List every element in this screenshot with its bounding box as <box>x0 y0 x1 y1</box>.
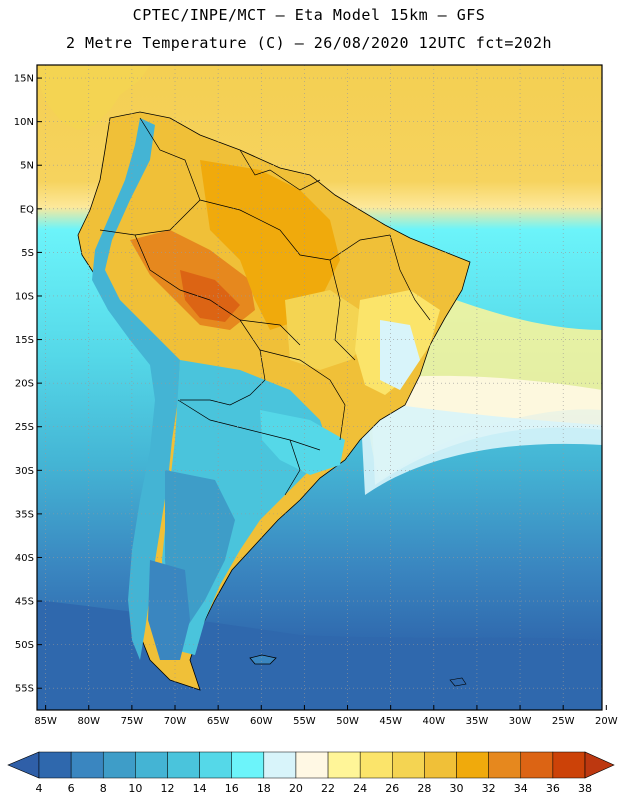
colorbar-swatch <box>392 751 425 779</box>
colorbar-label: 30 <box>450 782 464 795</box>
lat-label: 15N <box>14 74 34 85</box>
colorbar-swatch <box>70 751 104 779</box>
lat-label: 10S <box>15 291 34 302</box>
colorbar-swatch <box>295 751 329 779</box>
map-title-line2: 2 Metre Temperature (C) – 26/08/2020 12U… <box>65 34 553 52</box>
map-title-line1: CPTEC/INPE/MCT – Eta Model 15km – GFS <box>132 6 486 24</box>
colorbar-label: 28 <box>417 782 431 795</box>
map-field <box>37 65 602 710</box>
colorbar-label: 20 <box>289 782 303 795</box>
brazil-central-plateau <box>285 290 370 370</box>
lon-label: 35W <box>466 716 489 727</box>
colorbar-label: 34 <box>514 782 528 795</box>
lon-label: 25W <box>552 716 575 727</box>
lon-label: 20W <box>595 716 618 727</box>
lat-label: 45S <box>15 597 34 608</box>
lon-label: 65W <box>207 716 230 727</box>
lon-label: 80W <box>77 716 100 727</box>
colorbar-label: 16 <box>225 782 239 795</box>
patagonia-coldest <box>148 560 190 660</box>
colorbar-swatch <box>102 751 136 779</box>
colorbar-label: 12 <box>160 782 174 795</box>
map-axes: 15N 10N 5N EQ 5S 10S 15S 20S 25S 30S 35S 40S 45S 50S 5… <box>14 74 618 727</box>
colorbar-swatch <box>135 751 168 779</box>
lat-label: 30S <box>15 466 34 477</box>
lat-label: 55S <box>15 684 34 695</box>
lon-label: 45W <box>379 716 402 727</box>
lat-label: 40S <box>15 553 34 564</box>
colorbar-label: 8 <box>100 782 107 795</box>
colorbar-swatch <box>456 751 489 779</box>
lat-label: 25S <box>15 422 34 433</box>
colorbar-swatch <box>199 751 232 779</box>
lat-label: 10N <box>14 117 34 128</box>
la-plata-basin <box>260 410 345 475</box>
colorbar-under-arrow <box>7 751 40 779</box>
lat-label: 50S <box>15 640 34 651</box>
country-borders <box>99 117 431 496</box>
map-frame <box>36 64 603 711</box>
colorbar-label: 4 <box>36 782 43 795</box>
lon-label: 50W <box>336 716 359 727</box>
lon-label: 75W <box>121 716 144 727</box>
colorbar-swatch <box>38 751 72 779</box>
atlantic-cool-band <box>360 400 602 495</box>
lat-label: EQ <box>20 204 34 215</box>
lon-label: 85W <box>34 716 57 727</box>
lon-label: 40W <box>422 716 445 727</box>
colorbar-swatch <box>488 751 522 779</box>
colorbar-label: 22 <box>321 782 335 795</box>
colorbar: 4 6 8 10 12 14 16 18 20 22 24 26 28 30 32 34 36 38 <box>7 751 615 795</box>
lat-label: 20S <box>15 379 34 390</box>
colorbar-swatch <box>327 751 361 779</box>
colorbar-label: 38 <box>578 782 592 795</box>
lat-label: 35S <box>15 509 34 520</box>
lon-label: 60W <box>250 716 273 727</box>
lon-label: 70W <box>164 716 187 727</box>
colorbar-swatch <box>520 751 554 779</box>
south-georgia <box>449 677 467 687</box>
colorbar-label: 14 <box>193 782 207 795</box>
central-america <box>40 65 150 130</box>
colorbar-swatch <box>424 751 457 779</box>
lat-label: 5N <box>20 161 34 172</box>
brazil-highland-cool <box>380 320 420 390</box>
colorbar-label: 32 <box>482 782 496 795</box>
colorbar-label: 36 <box>546 782 560 795</box>
colorbar-label: 24 <box>353 782 367 795</box>
andes-cold-spine <box>92 118 180 660</box>
lon-label: 30W <box>509 716 532 727</box>
colorbar-over-arrow <box>584 751 615 779</box>
colorbar-swatch <box>263 751 297 779</box>
colorbar-swatch <box>167 751 200 779</box>
colorbar-label: 10 <box>128 782 142 795</box>
lat-label: 15S <box>15 335 34 346</box>
colorbar-swatch <box>359 751 393 779</box>
colorbar-label: 18 <box>257 782 271 795</box>
lat-label: 5S <box>21 248 34 259</box>
falkland-islands <box>249 654 277 665</box>
colorbar-swatch <box>231 751 265 779</box>
colorbar-label: 6 <box>68 782 75 795</box>
colorbar-swatch <box>552 751 586 779</box>
brazil-warm-zone <box>200 160 340 330</box>
colorbar-label: 26 <box>385 782 399 795</box>
lon-label: 55W <box>293 716 316 727</box>
